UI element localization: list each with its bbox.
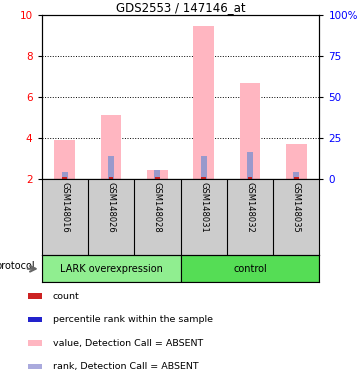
- Bar: [180, 255, 319, 282]
- Bar: [155, 170, 160, 179]
- Bar: [42, 255, 180, 282]
- Bar: [29, 340, 42, 346]
- Bar: [101, 115, 121, 179]
- Bar: [62, 172, 68, 179]
- Bar: [286, 144, 307, 179]
- Text: LARK overexpression: LARK overexpression: [60, 264, 162, 274]
- Bar: [201, 177, 206, 179]
- Text: GSM148026: GSM148026: [106, 182, 116, 232]
- Text: GSM148016: GSM148016: [60, 182, 69, 232]
- Bar: [109, 177, 113, 179]
- Text: protocol: protocol: [0, 261, 34, 271]
- Text: control: control: [233, 264, 267, 274]
- Bar: [201, 156, 206, 179]
- Bar: [29, 293, 42, 299]
- Bar: [248, 177, 252, 179]
- Bar: [29, 317, 42, 322]
- Title: GDS2553 / 147146_at: GDS2553 / 147146_at: [116, 1, 245, 14]
- Bar: [293, 172, 299, 179]
- Text: GSM148031: GSM148031: [199, 182, 208, 232]
- Text: percentile rank within the sample: percentile rank within the sample: [53, 315, 213, 324]
- Bar: [29, 364, 42, 369]
- Text: GSM148032: GSM148032: [245, 182, 255, 232]
- Text: value, Detection Call = ABSENT: value, Detection Call = ABSENT: [53, 339, 203, 348]
- Text: GSM148028: GSM148028: [153, 182, 162, 232]
- Bar: [247, 152, 253, 179]
- Bar: [54, 140, 75, 179]
- Bar: [155, 177, 160, 179]
- Text: count: count: [53, 291, 79, 301]
- Bar: [108, 156, 114, 179]
- Bar: [147, 170, 168, 179]
- Bar: [240, 83, 260, 179]
- Bar: [294, 177, 299, 179]
- Bar: [62, 177, 67, 179]
- Bar: [193, 26, 214, 179]
- Text: GSM148035: GSM148035: [292, 182, 301, 232]
- Text: rank, Detection Call = ABSENT: rank, Detection Call = ABSENT: [53, 362, 198, 371]
